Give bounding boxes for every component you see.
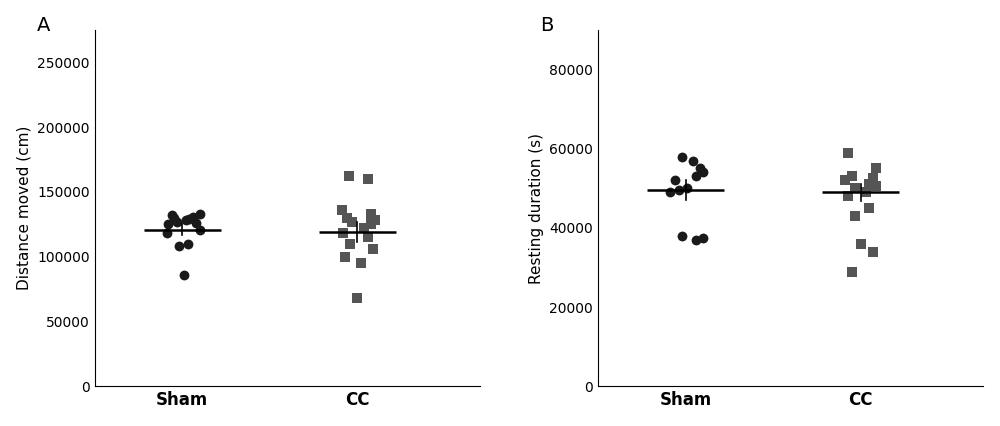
Text: B: B — [540, 15, 554, 35]
Point — [662, 189, 678, 196]
Point — [674, 153, 690, 160]
Point — [868, 183, 884, 190]
Point — [840, 193, 856, 200]
Point — [853, 240, 869, 247]
Point — [160, 221, 176, 228]
Point — [360, 234, 376, 241]
Point — [192, 210, 208, 217]
Text: A: A — [37, 15, 50, 35]
Point — [365, 245, 381, 252]
Point — [847, 185, 863, 192]
Point — [667, 177, 683, 184]
Point — [171, 243, 187, 250]
Point — [861, 205, 877, 212]
Point — [688, 173, 704, 180]
Point — [341, 173, 357, 180]
Point — [685, 157, 701, 164]
Point — [840, 149, 856, 156]
Point — [337, 253, 353, 260]
Point — [363, 221, 379, 228]
Point — [164, 212, 180, 219]
Point — [180, 240, 196, 247]
Point — [166, 214, 182, 221]
Point — [159, 230, 175, 237]
Point — [339, 214, 355, 221]
Point — [176, 271, 192, 278]
Point — [342, 240, 358, 247]
Y-axis label: Distance moved (cm): Distance moved (cm) — [17, 126, 32, 290]
Point — [334, 207, 350, 213]
Point — [353, 260, 369, 267]
Point — [185, 213, 201, 220]
Point — [349, 295, 365, 302]
Point — [679, 185, 695, 192]
Point — [360, 176, 376, 182]
Point — [181, 216, 197, 222]
Point — [192, 226, 208, 233]
Point — [695, 234, 711, 241]
Point — [335, 230, 351, 237]
Point — [865, 175, 881, 182]
Point — [865, 248, 881, 255]
Point — [671, 187, 687, 194]
Point — [188, 220, 204, 227]
Point — [868, 165, 884, 172]
Point — [356, 225, 372, 232]
Point — [688, 236, 704, 243]
Y-axis label: Resting duration (s): Resting duration (s) — [529, 132, 544, 284]
Point — [837, 177, 853, 184]
Point — [367, 217, 383, 224]
Point — [674, 233, 690, 239]
Point — [844, 268, 860, 275]
Point — [169, 219, 185, 225]
Point — [692, 165, 708, 172]
Point — [344, 219, 360, 225]
Point — [363, 210, 379, 217]
Point — [858, 189, 874, 196]
Point — [695, 169, 711, 176]
Point — [844, 173, 860, 180]
Point — [861, 181, 877, 188]
Point — [178, 217, 194, 224]
Point — [847, 213, 863, 219]
